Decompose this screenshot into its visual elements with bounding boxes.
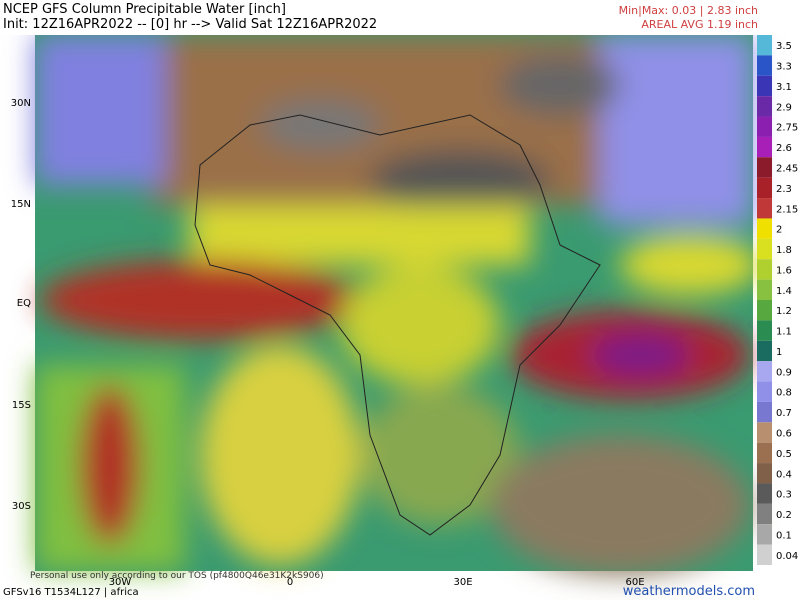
lat-label: EQ: [17, 298, 31, 309]
colorbar-label: 2.9: [776, 102, 792, 113]
colorbar-label: 0.8: [776, 388, 792, 399]
colorbar-swatch: [757, 177, 772, 199]
colorbar-label: 0.9: [776, 367, 792, 378]
lon-label: 30W: [109, 577, 132, 588]
colorbar-swatch: [757, 340, 772, 362]
colorbar-swatch: [757, 116, 772, 137]
colorbar-label: 3.1: [776, 82, 792, 93]
lat-label: 30N: [11, 98, 31, 109]
colorbar-swatch: [757, 381, 772, 402]
min-max: Min|Max: 0.03 | 2.83 inch: [618, 4, 758, 17]
colorbar-swatch: [757, 300, 772, 321]
lat-label: 30S: [12, 501, 31, 512]
colorbar-label: 2.6: [776, 143, 792, 154]
colorbar-swatch: [757, 35, 772, 56]
colorbar-swatch: [757, 361, 772, 382]
model-info: GFSv16 T1534L127 | africa: [3, 587, 139, 598]
lat-label: 15S: [12, 400, 31, 411]
colorbar-swatch: [757, 198, 772, 219]
colorbar-swatch: [757, 279, 772, 300]
init-line: Init: 12Z16APR2022 -- [0] hr --> Valid S…: [3, 17, 378, 32]
colorbar-label: 1.4: [776, 286, 792, 297]
colorbar-swatch: [757, 503, 772, 525]
colorbar-swatch: [757, 259, 772, 280]
lon-label: 60E: [625, 577, 644, 588]
lat-label: 15N: [11, 199, 31, 210]
colorbar-label: 0.04: [776, 551, 798, 562]
colorbar-swatch: [757, 483, 772, 504]
colorbar-swatch: [757, 55, 772, 76]
colorbar-label: 0.5: [776, 449, 792, 460]
colorbar-swatch: [757, 157, 772, 178]
colorbar-swatch: [757, 544, 772, 565]
colorbar-swatch: [757, 238, 772, 260]
colorbar-label: 2.75: [776, 123, 798, 134]
colorbar-label: 3.5: [776, 41, 792, 52]
colorbar-swatch: [757, 401, 772, 423]
colorbar-label: 0.3: [776, 490, 792, 501]
colorbar-swatch: [757, 75, 772, 97]
areal-avg: AREAL AVG 1.19 inch: [641, 18, 758, 31]
colorbar-swatch: [757, 422, 772, 443]
lon-label: 0: [287, 577, 293, 588]
colorbar-label: 2.3: [776, 184, 792, 195]
colorbar-label: 1.1: [776, 327, 792, 338]
colorbar-label: 1.6: [776, 265, 792, 276]
colorbar-label: 0.1: [776, 530, 792, 541]
lon-label: 30E: [453, 577, 472, 588]
site-link[interactable]: weathermodels.com: [622, 584, 755, 599]
colorbar-swatch: [757, 524, 772, 545]
colorbar-swatch: [757, 136, 772, 158]
colorbar-label: 2: [776, 225, 782, 236]
colorbar-label: 3.3: [776, 62, 792, 73]
colorbar-swatch: [757, 96, 772, 117]
colorbar-swatch: [757, 320, 772, 341]
colorbar-label: 0.2: [776, 510, 792, 521]
colorbar-label: 0.7: [776, 408, 792, 419]
map-field: [35, 35, 760, 575]
colorbar-label: 1: [776, 347, 782, 358]
map-area: 3.5 3.3 3.1 2.9 2.75 2.6 2.45 2.3 2.15 2 1.8 1.6 1.4…: [11, 35, 798, 588]
colorbar-label: 1.8: [776, 245, 792, 256]
title: NCEP GFS Column Precipitable Water [inch…: [3, 2, 286, 17]
colorbar-label: 2.45: [776, 164, 798, 175]
colorbar-swatch: [757, 463, 772, 484]
colorbar-label: 0.4: [776, 469, 792, 480]
colorbar-label: 1.2: [776, 306, 792, 317]
colorbar-swatch: [757, 442, 772, 464]
colorbar-swatch: [757, 218, 772, 239]
colorbar-label: 0.6: [776, 429, 792, 440]
colorbar-label: 2.15: [776, 204, 798, 215]
disclaimer: Personal use only according to our TOS (…: [30, 571, 324, 581]
